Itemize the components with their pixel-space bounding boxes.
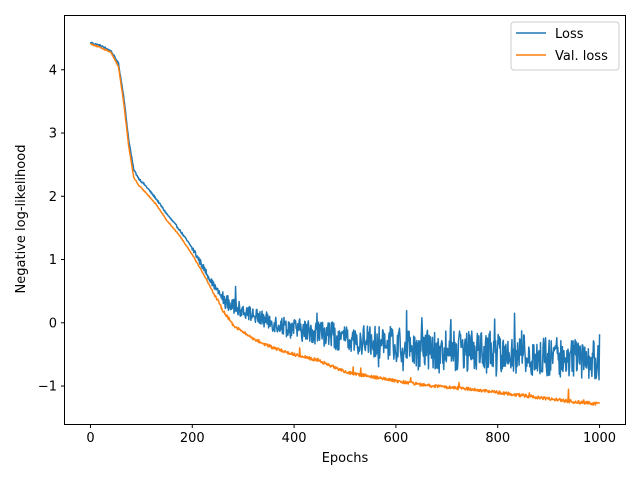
y-tick-label: 3 bbox=[49, 127, 57, 142]
y-tick-label: −1 bbox=[38, 380, 57, 395]
x-tick-label: 0 bbox=[86, 431, 94, 446]
x-tick-label: 400 bbox=[282, 431, 307, 446]
y-tick-label: 1 bbox=[49, 253, 57, 268]
x-tick-label: 600 bbox=[383, 431, 408, 446]
y-axis-label: Negative log-likelihood bbox=[14, 145, 29, 294]
x-axis-label: Epochs bbox=[322, 451, 369, 466]
y-tick-label: 2 bbox=[49, 190, 57, 205]
legend-label-val-loss: Val. loss bbox=[555, 49, 608, 64]
y-tick-label: 4 bbox=[49, 63, 57, 78]
plot-frame bbox=[64, 15, 626, 425]
x-tick-label: 800 bbox=[485, 431, 510, 446]
y-axis-ticks: −1 0 1 2 3 4 bbox=[38, 63, 65, 395]
x-tick-label: 1000 bbox=[583, 431, 616, 446]
legend: Loss Val. loss bbox=[510, 21, 620, 71]
lines-layer bbox=[89, 41, 601, 406]
y-tick-label: 0 bbox=[49, 316, 57, 331]
legend-box bbox=[510, 21, 620, 71]
x-tick-label: 200 bbox=[180, 431, 205, 446]
series-line-loss bbox=[89, 41, 601, 381]
legend-label-loss: Loss bbox=[555, 27, 584, 42]
series-line-val-loss bbox=[89, 43, 601, 406]
x-axis-ticks: 0 200 400 600 800 1000 bbox=[86, 424, 616, 446]
